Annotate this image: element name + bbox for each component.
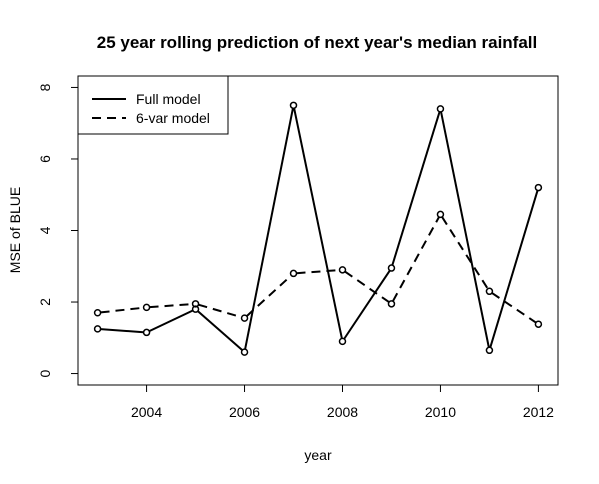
series-line-segment — [440, 111, 490, 348]
x-tick-label: 2010 — [425, 404, 456, 420]
x-tick-label: 2006 — [229, 404, 260, 420]
series-layer — [93, 101, 543, 356]
data-point — [338, 266, 347, 274]
x-tick-label: 2004 — [131, 404, 162, 420]
data-point — [93, 309, 102, 317]
series-line-segment — [100, 328, 144, 334]
data-point — [338, 337, 347, 346]
y-tick-label: 2 — [37, 298, 53, 306]
y-tick-label: 8 — [37, 83, 53, 91]
series-line-segment — [343, 269, 391, 340]
data-point — [289, 101, 298, 110]
x-axis-label: year — [304, 447, 332, 463]
data-point — [240, 348, 249, 356]
y-tick-label: 0 — [37, 369, 53, 377]
data-point — [289, 269, 298, 278]
series-full-model — [93, 101, 543, 356]
data-point — [240, 314, 249, 322]
chart-title: 25 year rolling prediction of next year'… — [97, 33, 538, 52]
series-line-segment — [491, 292, 537, 324]
series-line-segment — [391, 111, 441, 266]
data-point — [142, 303, 151, 312]
series-line-segment — [246, 274, 292, 317]
data-point — [534, 183, 543, 192]
y-tick-label: 6 — [37, 155, 53, 163]
series-line-segment — [244, 108, 294, 350]
x-tick-label: 2008 — [327, 404, 358, 420]
data-point — [534, 320, 543, 328]
x-tick-label: 2012 — [523, 404, 554, 420]
data-point — [436, 105, 445, 113]
legend-label-full-model: Full model — [136, 91, 201, 107]
series-line-segment — [149, 303, 193, 309]
legend-label-6-var-model: 6-var model — [136, 110, 210, 126]
data-point — [387, 300, 396, 308]
series-line-segment — [148, 309, 194, 333]
series-line-segment — [296, 269, 340, 275]
y-tick-label: 4 — [37, 226, 53, 234]
series-line-segment — [198, 303, 242, 319]
legend: Full model 6-var model — [77, 75, 229, 135]
data-point — [485, 346, 494, 355]
series-line-segment — [392, 216, 440, 302]
series-line-segment — [344, 270, 390, 303]
series-line-segment — [197, 310, 243, 351]
data-point — [93, 325, 102, 333]
y-axis-label: MSE of BLUE — [7, 187, 23, 273]
data-point — [191, 300, 200, 308]
legend-box — [77, 75, 229, 135]
data-point — [485, 287, 494, 296]
data-point — [436, 210, 445, 219]
y-axis: 0 2 4 6 8 — [37, 83, 79, 377]
series-line-segment — [489, 190, 539, 348]
data-point — [142, 328, 151, 337]
data-point — [387, 264, 396, 272]
series-6-var-model — [93, 210, 543, 328]
series-line-segment — [100, 306, 144, 314]
series-line-segment — [293, 108, 343, 339]
x-axis: 2004 2006 2008 2010 2012 — [131, 384, 554, 420]
